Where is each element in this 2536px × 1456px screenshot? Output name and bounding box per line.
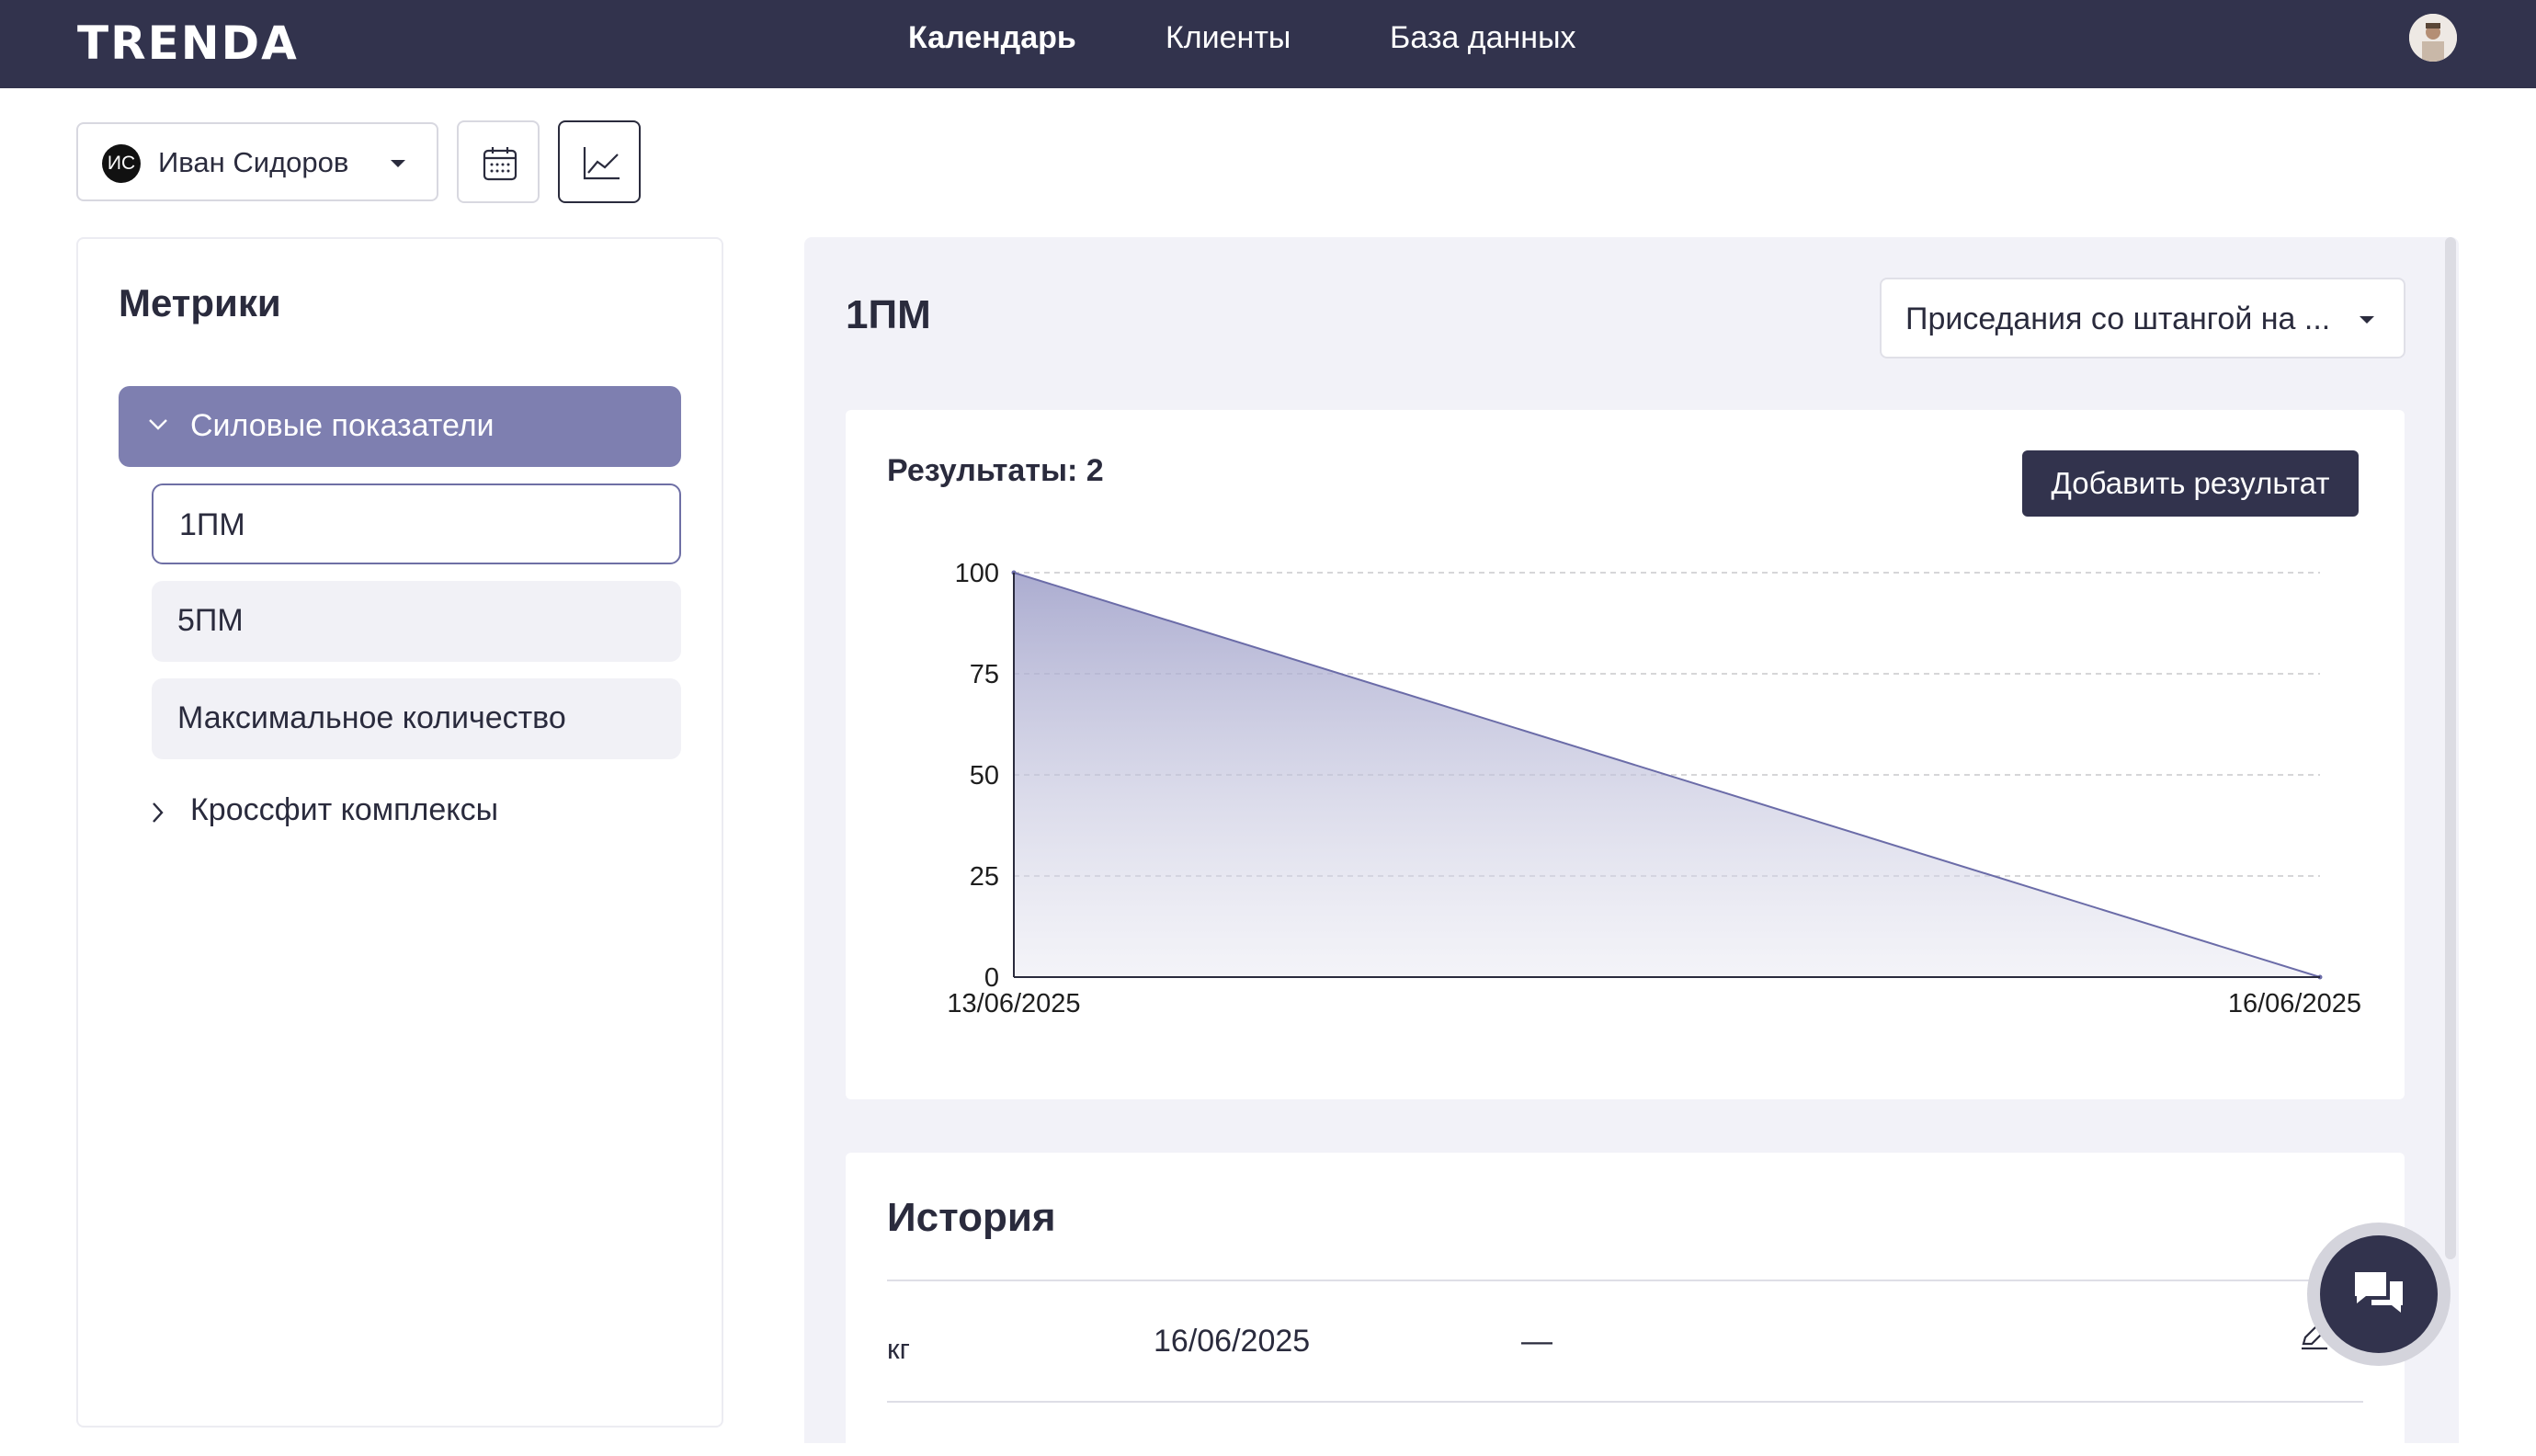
history-divider [887,1401,2363,1403]
chat-icon [2355,1272,2403,1313]
nav-database[interactable]: База данных [1390,20,1576,55]
x-tick-label: 16/06/2025 [2228,989,2361,1018]
chat-button-inner [2320,1235,2438,1353]
top-navbar: TRENDA Календарь Клиенты База данных [0,0,2536,88]
nav-calendar[interactable]: Календарь [908,20,1076,55]
history-unit: кг [887,1333,910,1365]
nav-clients[interactable]: Клиенты [1166,20,1291,55]
chevron-down-icon [2360,316,2374,324]
exercise-select[interactable]: Приседания со штангой на ... [1880,278,2405,358]
y-tick-label: 100 [955,559,999,588]
metric-item-5rm[interactable]: 5ПМ [152,581,681,662]
sidebar-title: Метрики [119,281,281,324]
metric-item-label: 5ПМ [177,603,244,638]
series-line [1013,572,2321,978]
history-title: История [887,1195,1056,1240]
chevron-down-icon [391,160,405,167]
results-count: Результаты: 2 [887,453,1104,488]
y-tick-label: 75 [970,660,999,689]
metric-group-crossfit[interactable]: Кроссфит комплексы [119,781,681,846]
client-initials-badge: ИС [102,144,141,183]
chart-icon [583,147,620,180]
metrics-sidebar: Метрики Силовые показатели 1ПМ 5ПМ Макси… [76,237,723,1428]
app-logo[interactable]: TRENDA [77,17,299,70]
metric-group-strength[interactable]: Силовые показатели [119,386,681,467]
metric-detail-panel: 1ПМ Приседания со штангой на ... Результ… [804,237,2459,1456]
calendar-view-button[interactable] [457,120,540,203]
results-chart: 0 25 50 75 100 13/06/2025 16/06/2025 [947,559,2361,1018]
scrollbar[interactable] [2445,237,2456,1259]
history-divider [887,1280,2363,1281]
metric-item-max-reps[interactable]: Максимальное количество [152,678,681,759]
x-tick-label: 13/06/2025 [947,989,1080,1018]
exercise-select-value: Приседания со штангой на ... [1905,301,2331,336]
chevron-right-icon [153,802,164,823]
history-card: История кг 16/06/2025 — [846,1153,2405,1456]
add-result-button[interactable]: Добавить результат [2022,450,2359,517]
metric-item-1rm[interactable]: 1ПМ [152,483,681,564]
client-name: Иван Сидоров [158,146,349,178]
client-select[interactable]: ИС Иван Сидоров [76,122,438,201]
y-tick-label: 50 [970,761,999,791]
metric-item-label: Максимальное количество [177,700,566,735]
history-value: — [1521,1324,1552,1359]
chevron-down-icon [149,419,167,430]
y-tick-label: 0 [984,963,999,993]
metric-group-label: Кроссфит комплексы [190,792,499,827]
calendar-icon [483,147,517,181]
user-photo [2409,14,2457,62]
chart-view-button[interactable] [558,120,641,203]
metric-group-label: Силовые показатели [190,408,495,443]
metric-title: 1ПМ [846,292,931,337]
y-tick-label: 25 [970,862,999,892]
history-date: 16/06/2025 [1154,1324,1311,1359]
metric-item-label: 1ПМ [179,507,245,542]
results-card: Результаты: 2 Добавить результат 0 25 50 75… [846,410,2405,1099]
chat-button[interactable] [2307,1223,2451,1366]
user-avatar[interactable] [2409,14,2457,62]
